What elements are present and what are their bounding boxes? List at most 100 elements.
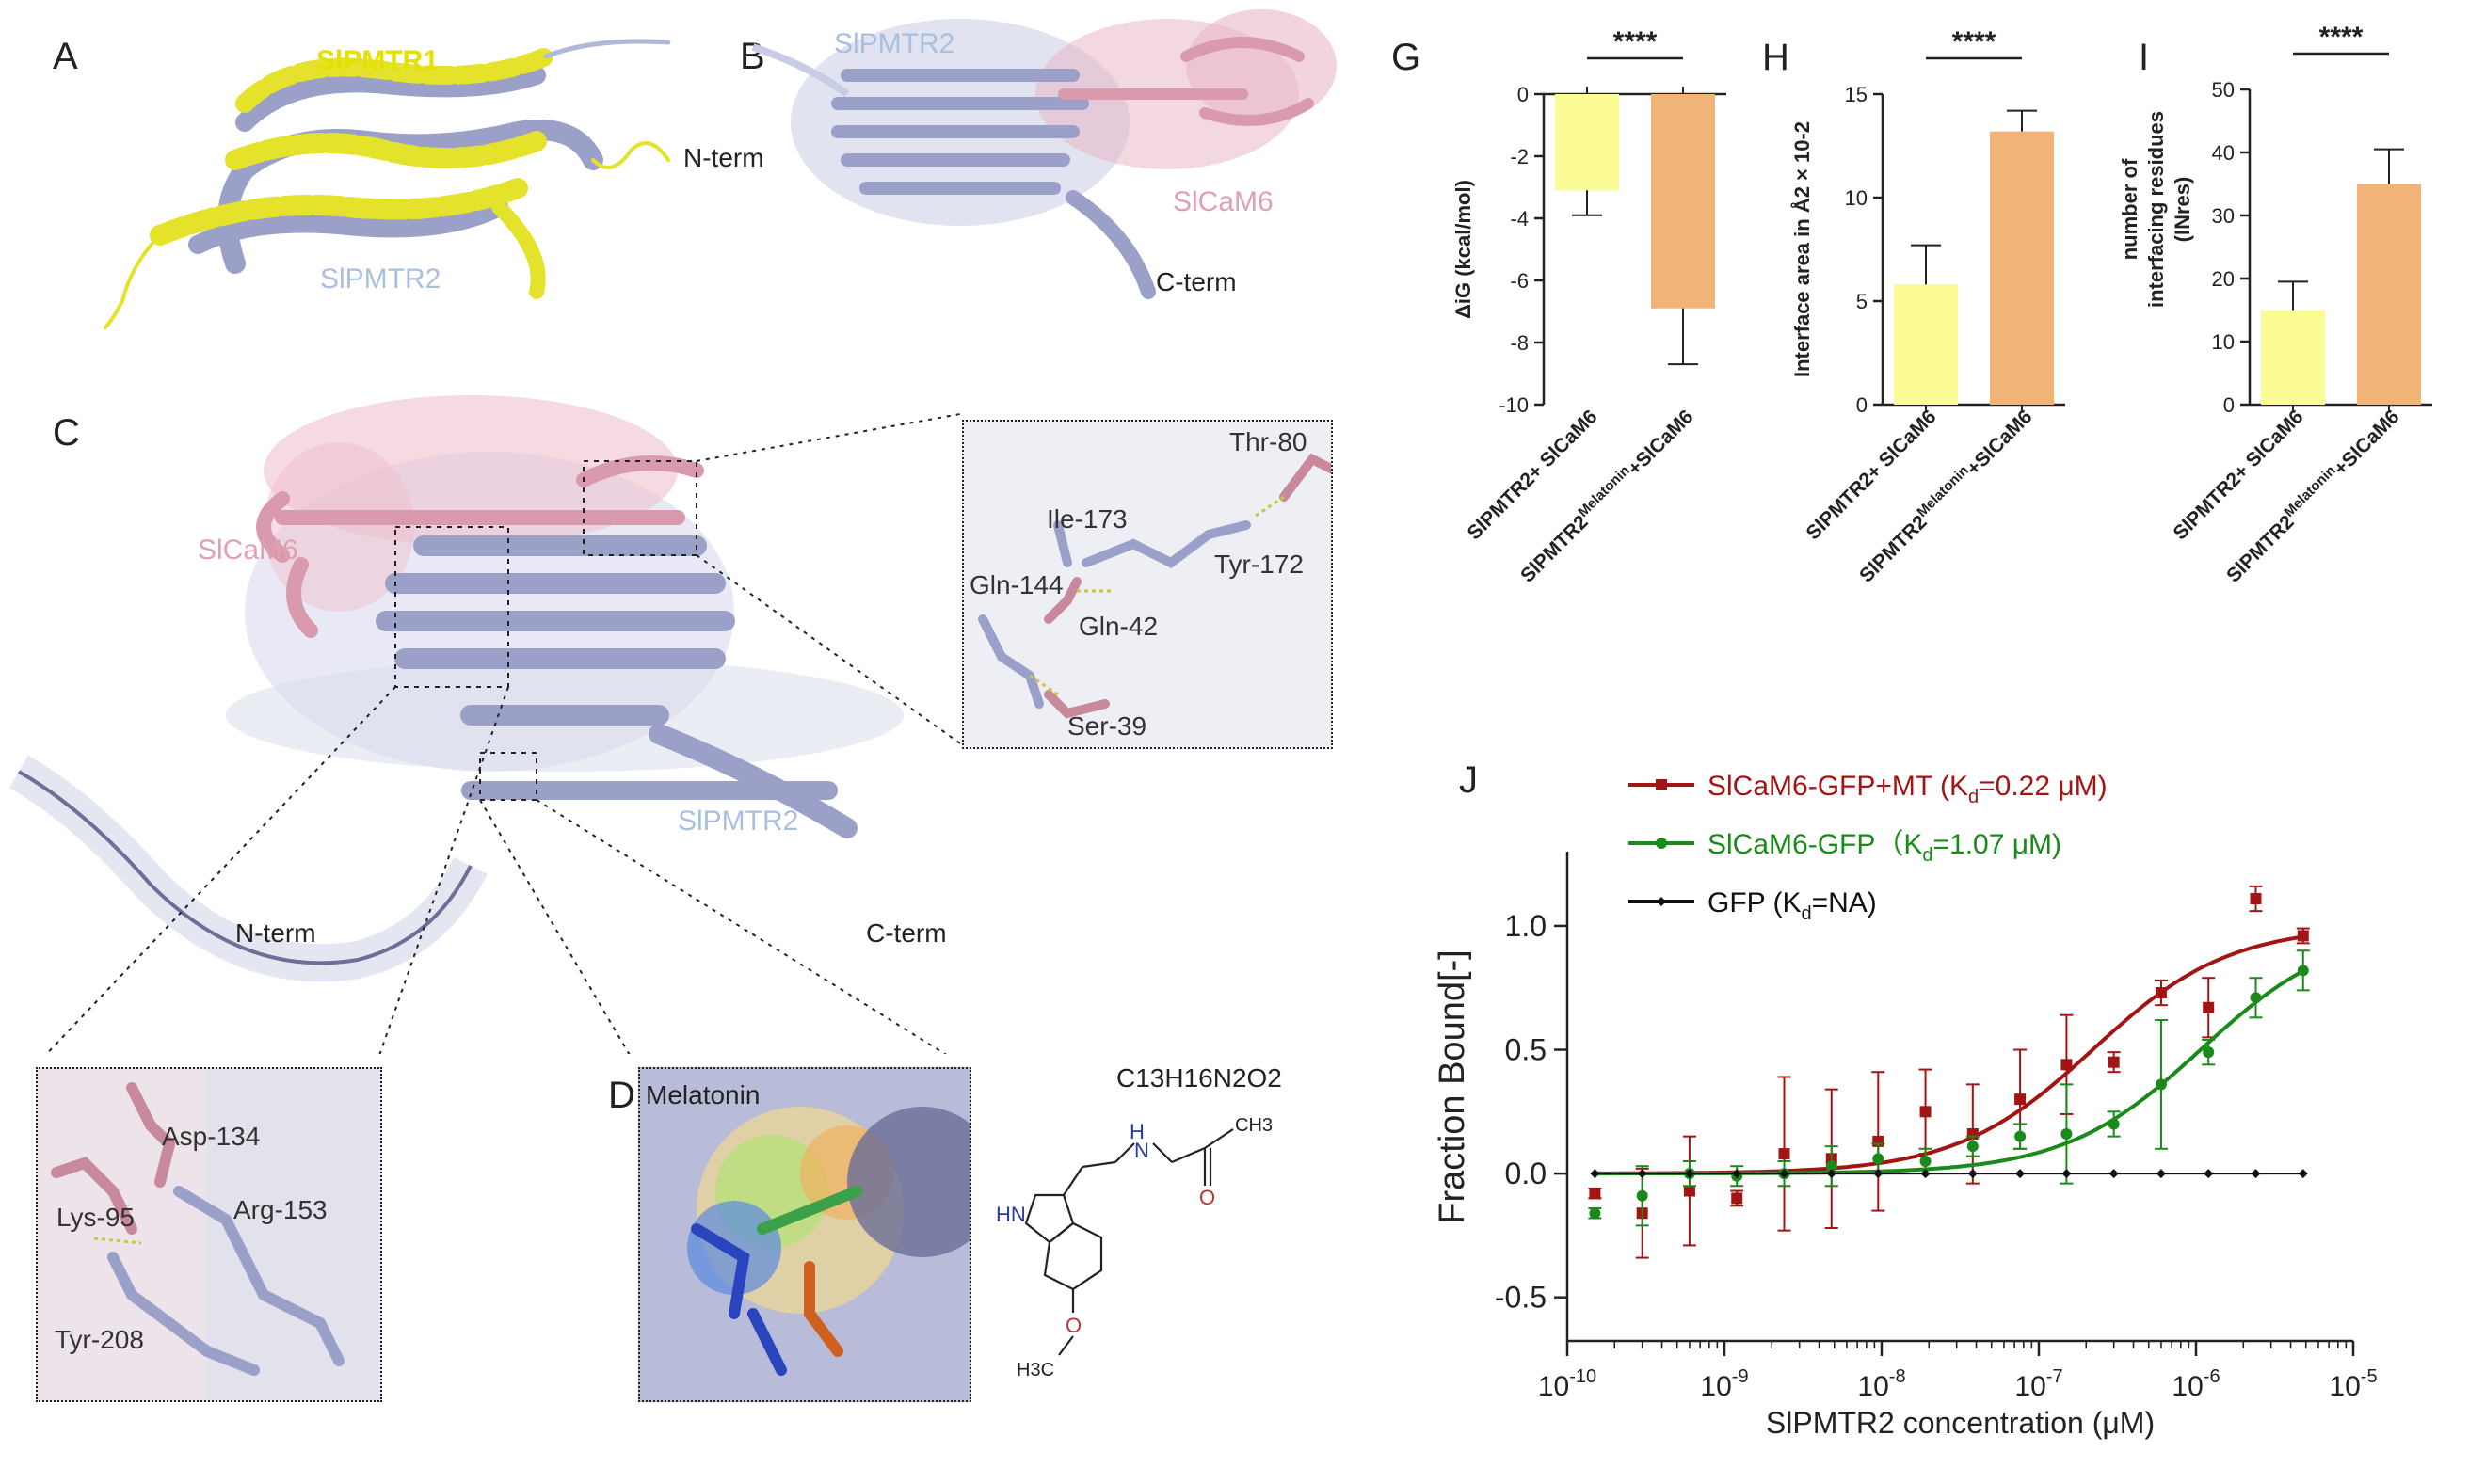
data-point (2060, 1128, 2073, 1140)
label-slpmtr2-b: SlPMTR2 (834, 28, 955, 59)
x-tick-label: 10-9 (1700, 1366, 1748, 1402)
category-label-main: SlPMTR2 (1516, 511, 1593, 587)
data-point (2108, 1169, 2119, 1179)
data-point (1919, 1106, 1932, 1118)
x-tick-exponent: -5 (2361, 1366, 2378, 1387)
series-1: SlCaM6-GFP（Kd=1.07 μM) (1588, 829, 2310, 1227)
panel-e-sticks (978, 453, 1331, 719)
atom-n: N (1134, 1139, 1149, 1162)
legend-label: SlCaM6-GFP+MT (Kd=0.22 μM) (1707, 771, 2108, 807)
y-tick-label: -0.5 (1495, 1281, 1547, 1315)
label-slcam6-b: SlCaM6 (1173, 186, 1274, 217)
legend-label-subscript: d (1968, 787, 1979, 807)
label-cterm-c: C-term (866, 918, 947, 948)
data-point (1683, 1185, 1695, 1197)
category-label: SlPMTR2Melatonin+SlCaM6 (1515, 404, 1698, 587)
residue-thr80: Thr-80 (1229, 427, 1307, 456)
data-point (1872, 1153, 1884, 1165)
y-tick-label: 0 (1517, 83, 1529, 106)
bar-panels: G0-2-4-6-8-10****SlPMTR2+ SlCaM6SlPMTR2M… (1391, 22, 2432, 587)
significance-stars: **** (1613, 26, 1658, 57)
data-point (2060, 1059, 2073, 1071)
panel-letter-i: I (2139, 37, 2149, 78)
panel-f-inset (36, 1067, 382, 1402)
data-point (2203, 1046, 2215, 1059)
data-point (2108, 1118, 2120, 1130)
panel-f-sticks (51, 1069, 380, 1400)
data-point (1684, 1169, 1694, 1179)
bar (1651, 94, 1715, 309)
bar (2261, 310, 2325, 405)
data-point (2155, 987, 2167, 998)
data-point (2014, 1093, 2027, 1106)
label-cterm-b: C-term (1156, 267, 1237, 296)
data-point (1919, 1155, 1932, 1167)
residue-arg153: Arg-153 (233, 1195, 328, 1224)
x-tick-base: 10 (1700, 1371, 1731, 1402)
panel-a-structure (104, 39, 671, 329)
panel-letter-g: G (1391, 37, 1420, 78)
y-tick-label: 20 (2212, 267, 2235, 291)
atom-o-amide: O (1199, 1186, 1215, 1209)
label-slpmtr2-c: SlPMTR2 (678, 806, 799, 837)
label-slpmtr2-a: SlPMTR2 (320, 263, 441, 295)
x-tick-base: 10 (1538, 1371, 1569, 1402)
data-point (1779, 1169, 1789, 1179)
x-tick-base: 10 (1857, 1371, 1888, 1402)
data-point (2297, 965, 2309, 977)
y-axis-label: (INres) (2171, 177, 2194, 243)
x-tick-base: 10 (2172, 1371, 2203, 1402)
x-tick-label: 10-10 (1538, 1366, 1596, 1402)
x-tick-exponent: -8 (1889, 1366, 1906, 1387)
label-slpmtr1-a: SlPMTR1 (316, 45, 440, 76)
chart-j: J1.00.50.0-0.510-10 10-9 10-8 10-7 10-6 10-5S… (1433, 759, 2378, 1440)
panel-d-binding-site (687, 1107, 970, 1376)
category-label-tail: +SlCaM6 (2330, 406, 2404, 480)
x-tick-exponent: -6 (2204, 1366, 2220, 1387)
y-tick-label: 0 (2223, 393, 2235, 417)
panel-letter-j: J (1459, 759, 1478, 801)
legend-marker (1656, 779, 1667, 790)
data-point (2108, 1056, 2120, 1068)
atom-nh: HN (996, 1203, 1026, 1226)
legend-label: GFP (Kd=NA) (1707, 887, 1877, 924)
molecular-formula: C13H16N2O2 (1116, 1063, 1282, 1093)
residue-gln144: Gln-144 (970, 570, 1064, 599)
legend-label-main: GFP (K (1707, 887, 1801, 918)
panel-c-structure (8, 395, 961, 1054)
data-point (1825, 1160, 1837, 1173)
y-tick-label: 0.5 (1505, 1033, 1547, 1067)
category-label-superscript: Melatonin (1575, 462, 1633, 520)
residue-tyr172: Tyr-172 (1214, 550, 1304, 579)
category-label-main: SlPMTR2 (2222, 511, 2299, 587)
x-tick-label: 10-8 (1857, 1366, 1905, 1402)
data-point (1589, 1207, 1601, 1220)
data-point (2204, 1169, 2214, 1179)
data-point (1732, 1169, 1742, 1179)
atom-o-ether: O (1066, 1314, 1082, 1337)
panel-letter-d: D (608, 1075, 635, 1116)
y-tick-label: -6 (1510, 269, 1529, 293)
data-point (1826, 1169, 1836, 1179)
data-point (2250, 992, 2262, 1004)
panel-e-inset (962, 420, 1333, 749)
data-point (1966, 1141, 1979, 1153)
legend-label-tail: =0.22 μM) (1979, 771, 2108, 802)
data-point (2061, 1169, 2072, 1179)
x-tick-base: 10 (2329, 1371, 2360, 1402)
bar (1894, 284, 1958, 405)
bar (1990, 131, 2054, 405)
legend-label-main: SlCaM6-GFP+MT (K (1707, 771, 1968, 802)
y-tick-label: 40 (2212, 141, 2235, 165)
panel-letter-h: H (1762, 37, 1789, 78)
atom-h: H (1130, 1120, 1145, 1143)
category-label: SlPMTR2Melatonin+SlCaM6 (1853, 404, 2037, 587)
y-tick-label: 1.0 (1505, 909, 1547, 943)
fit-curve (1595, 969, 2304, 1176)
y-tick-label: 5 (1856, 290, 1868, 313)
bar-panel-g: G0-2-4-6-8-10****SlPMTR2+ SlCaM6SlPMTR2M… (1391, 26, 1726, 587)
data-point (2156, 1169, 2166, 1179)
panel-letter-a: A (53, 36, 78, 77)
data-point (1636, 1189, 1648, 1202)
